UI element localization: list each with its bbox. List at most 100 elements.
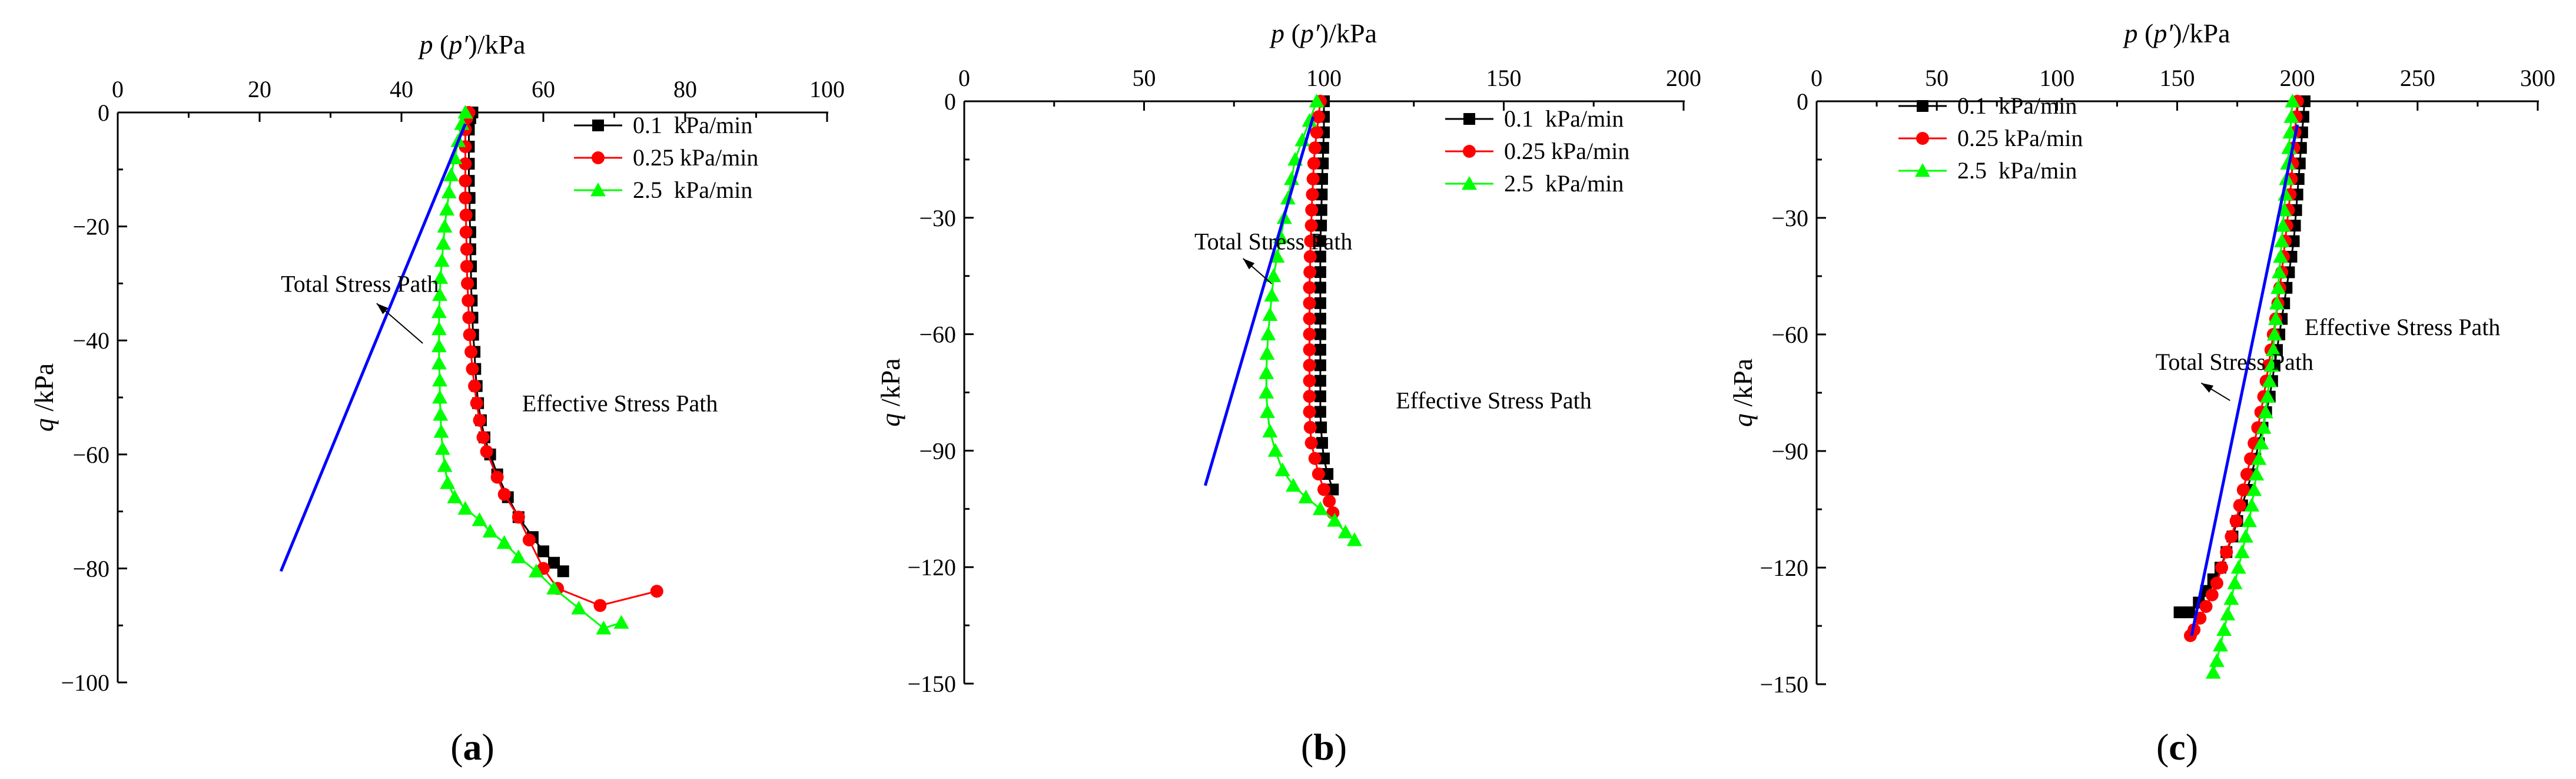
circle-marker <box>1303 296 1316 310</box>
x-tick-label: 200 <box>1666 65 1701 91</box>
triangle-marker <box>433 270 449 284</box>
y-axis-title: q /kPa <box>1728 359 1758 427</box>
legend-square-marker <box>592 120 604 131</box>
legend-triangle-marker <box>1915 163 1930 177</box>
triangle-marker <box>2265 342 2281 356</box>
triangle-marker <box>2220 606 2236 621</box>
y-tick-label: −120 <box>1760 555 1808 581</box>
triangle-marker <box>496 535 512 549</box>
legend-square-marker <box>1463 113 1475 125</box>
square-marker <box>1314 281 1326 294</box>
circle-marker <box>461 277 474 290</box>
y-tick-label: −60 <box>1771 321 1808 348</box>
circle-marker <box>459 157 472 171</box>
square-marker <box>2173 606 2186 618</box>
circle-marker <box>1303 374 1316 387</box>
triangle-marker <box>457 500 473 515</box>
circle-marker <box>1305 203 1319 217</box>
circle-marker <box>460 260 473 273</box>
triangle-marker <box>1259 365 1274 379</box>
series-0 <box>1314 95 1339 496</box>
square-marker <box>1314 250 1326 263</box>
circle-marker <box>1303 420 1317 434</box>
total-stress-path-label: Total Stress Path <box>281 270 439 297</box>
triangle-marker <box>2244 498 2260 512</box>
chart-c: 0 50 100 150 200 250 300 0 −30 −60 −90 −120 −150 p (p… <box>1728 18 2555 768</box>
triangle-marker <box>2246 482 2262 496</box>
triangle-marker <box>2268 311 2283 325</box>
effective-stress-path-label: Effective Stress Path <box>1396 387 1592 414</box>
triangle-marker <box>431 355 447 370</box>
triangle-marker <box>437 458 453 472</box>
circle-marker <box>2183 629 2197 642</box>
triangle-marker <box>433 407 449 421</box>
series-1 <box>1303 95 1340 519</box>
triangle-marker <box>2262 373 2278 387</box>
triangle-marker <box>2251 451 2267 465</box>
total-stress-path-label: Total Stress Path <box>1194 228 1352 254</box>
triangle-marker <box>2273 249 2289 263</box>
triangle-marker <box>2238 529 2253 543</box>
circle-marker <box>1317 483 1330 496</box>
x-tick-label: 0 <box>1811 65 1823 91</box>
triangle-marker <box>1309 94 1324 108</box>
square-marker <box>2183 606 2195 618</box>
circle-marker <box>2205 588 2219 602</box>
chart-a: 0 20 40 60 80 100 0 −20 −40 −60 −80 −100 p (p′)/kPa q… <box>29 29 845 768</box>
y-tick-label: −90 <box>919 437 956 464</box>
circle-marker <box>464 345 478 359</box>
triangle-marker <box>2280 155 2296 170</box>
triangle-marker <box>1262 423 1278 437</box>
series-line <box>438 112 622 629</box>
circle-marker <box>1304 436 1318 450</box>
circle-marker <box>2199 600 2213 613</box>
triangle-marker <box>431 321 447 336</box>
square-marker <box>548 556 560 569</box>
triangle-marker <box>2260 389 2276 403</box>
triangle-marker <box>1286 478 1302 492</box>
square-marker <box>1314 266 1326 279</box>
circle-marker <box>1310 125 1323 139</box>
square-marker <box>537 545 549 558</box>
circle-marker <box>2210 576 2223 590</box>
chart-b: 0 50 100 150 200 0 −30 −60 −90 −120 −150 p (p′)/kPa… <box>875 18 1701 768</box>
circle-marker <box>1306 172 1320 185</box>
triangle-marker <box>457 105 473 119</box>
legend-entry: 0.1 kPa/min <box>1957 92 2077 119</box>
y-tick-label: −90 <box>1771 438 1808 465</box>
triangle-marker <box>1327 513 1343 527</box>
y-axis-title: q /kPa <box>875 358 905 426</box>
x-tick-label: 200 <box>2280 65 2315 91</box>
triangle-marker <box>2258 405 2273 419</box>
y-tick-label: 0 <box>944 88 956 115</box>
circle-marker <box>462 311 476 324</box>
circle-marker <box>2240 468 2253 481</box>
y-tick-label: −60 <box>919 321 956 348</box>
x-tick-label: 50 <box>1925 65 1948 91</box>
annotation-arrow <box>2200 382 2230 402</box>
x-tick-label: 100 <box>809 76 845 102</box>
legend-entry: 2.5 kPa/min <box>1504 170 1624 197</box>
triangle-marker <box>510 549 526 563</box>
square-marker <box>1315 421 1327 433</box>
legend-entry: 0.1 kPa/min <box>1504 105 1624 132</box>
circle-marker <box>1304 218 1318 232</box>
triangle-marker <box>439 201 455 216</box>
circle-marker <box>463 328 476 342</box>
legend: 0.1 kPa/min 0.25 kPa/min 2.5 kPa/min <box>574 112 758 203</box>
square-marker <box>1316 173 1328 185</box>
x-tick-label: 0 <box>958 65 970 91</box>
legend-entry: 0.25 kPa/min <box>633 144 758 171</box>
triangle-marker <box>434 441 450 455</box>
total-stress-path-line <box>1204 116 1315 486</box>
x-tick-label: 300 <box>2520 65 2555 91</box>
circle-marker <box>1303 312 1316 326</box>
y-tick-label: −30 <box>1771 205 1808 231</box>
square-marker <box>1314 343 1326 356</box>
triangle-marker <box>1259 384 1274 399</box>
square-marker <box>1314 313 1326 325</box>
triangle-marker <box>1312 501 1328 515</box>
circle-marker <box>473 413 486 427</box>
total-stress-path-line <box>2190 124 2299 637</box>
effective-stress-path-label: Effective Stress Path <box>2305 314 2501 340</box>
